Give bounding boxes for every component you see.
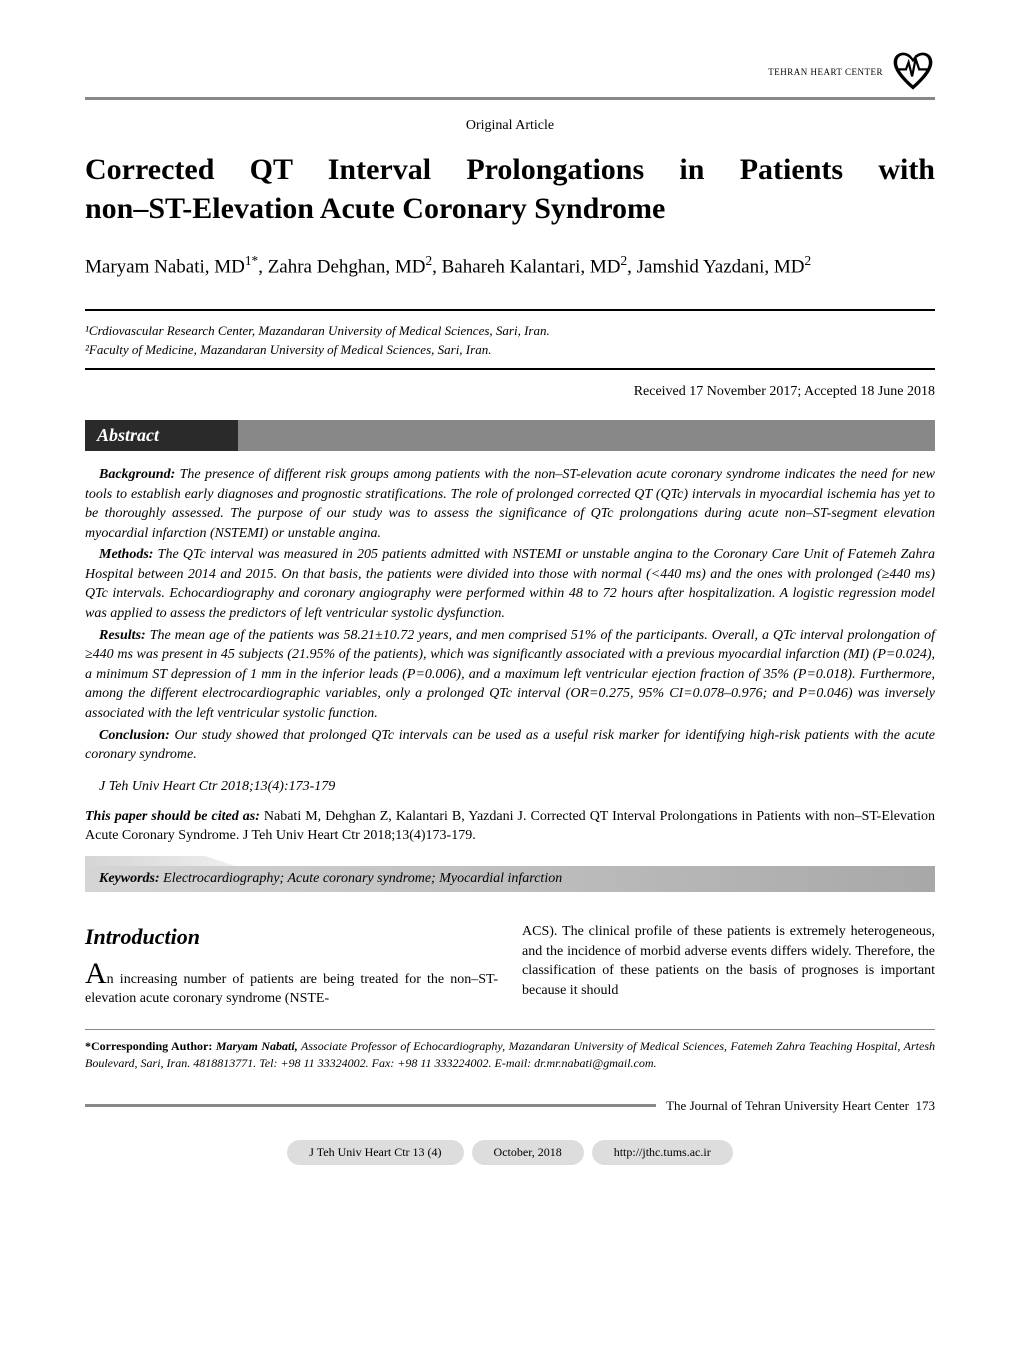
article-title: Corrected QT Interval Prolongations in P…: [85, 150, 935, 228]
cite-as: This paper should be cited as: Nabati M,…: [85, 807, 935, 846]
title-line-1: Corrected QT Interval Prolongations in P…: [85, 150, 935, 189]
heart-logo-icon: [891, 50, 935, 94]
affiliations: ¹Crdiovascular Research Center, Mazandar…: [85, 321, 935, 360]
affiliation-rule-top: [85, 309, 935, 311]
intro-col1-text: n increasing number of patients are bein…: [85, 972, 498, 1007]
authors: Maryam Nabati, MD1*, Zahra Dehghan, MD2,…: [85, 252, 935, 281]
article-type: Original Article: [85, 118, 935, 134]
footer-pill-issue: J Teh Univ Heart Ctr 13 (4): [287, 1140, 463, 1165]
column-right: ACS). The clinical profile of these pati…: [522, 922, 935, 1009]
affiliation-rule-bottom: [85, 368, 935, 370]
header: TEHRAN HEART CENTER: [85, 50, 935, 94]
received-accepted-dates: Received 17 November 2017; Accepted 18 J…: [85, 384, 935, 400]
column-left: Introduction An increasing number of pat…: [85, 922, 498, 1009]
journal-header-label: TEHRAN HEART CENTER: [768, 67, 883, 77]
body-columns: Introduction An increasing number of pat…: [85, 922, 935, 1009]
affiliation-2: ²Faculty of Medicine, Mazandaran Univers…: [85, 340, 935, 360]
abstract-body: Background: The presence of different ri…: [85, 465, 935, 765]
cite-as-label: This paper should be cited as:: [85, 809, 260, 824]
conclusion-label: Conclusion:: [99, 728, 170, 743]
background-label: Background:: [99, 467, 175, 482]
intro-col2-text: ACS). The clinical profile of these pati…: [522, 922, 935, 1000]
methods-label: Methods:: [99, 547, 153, 562]
header-rule: [85, 97, 935, 100]
footer-journal: The Journal of Tehran University Heart C…: [666, 1098, 935, 1114]
keywords-label: Keywords:: [99, 871, 160, 886]
conclusion-text: Our study showed that prolonged QTc inte…: [85, 728, 935, 763]
footnote-name: Maryam Nabati,: [212, 1039, 297, 1053]
background-text: The presence of different risk groups am…: [85, 467, 935, 541]
footnote-rule: [85, 1029, 935, 1030]
footer-journal-name: The Journal of Tehran University Heart C…: [666, 1098, 909, 1113]
results-text: The mean age of the patients was 58.21±1…: [85, 628, 935, 721]
footer-pill-url: http://jthc.tums.ac.ir: [592, 1140, 733, 1165]
abstract-methods: Methods: The QTc interval was measured i…: [85, 545, 935, 623]
introduction-heading: Introduction: [85, 922, 498, 953]
dropcap: A: [85, 957, 107, 990]
citation-line: J Teh Univ Heart Ctr 2018;13(4):173-179: [85, 779, 935, 795]
footer-rule: [85, 1104, 656, 1107]
footer-page-number: 173: [916, 1098, 936, 1113]
footer-row: The Journal of Tehran University Heart C…: [85, 1098, 935, 1114]
abstract-conclusion: Conclusion: Our study showed that prolon…: [85, 726, 935, 765]
abstract-results: Results: The mean age of the patients wa…: [85, 626, 935, 724]
footnote-label: *Corresponding Author:: [85, 1039, 212, 1053]
affiliation-1: ¹Crdiovascular Research Center, Mazandar…: [85, 321, 935, 341]
abstract-background: Background: The presence of different ri…: [85, 465, 935, 543]
methods-text: The QTc interval was measured in 205 pat…: [85, 547, 935, 621]
footer-pill-date: October, 2018: [472, 1140, 584, 1165]
corresponding-author-footnote: *Corresponding Author: Maryam Nabati, As…: [85, 1038, 935, 1072]
results-label: Results:: [99, 628, 146, 643]
abstract-header-bar: Abstract: [85, 420, 935, 451]
keywords-bar: Keywords: Electrocardiography; Acute cor…: [85, 866, 935, 892]
title-line-2: non–ST-Elevation Acute Coronary Syndrome: [85, 189, 935, 228]
footer-pills: J Teh Univ Heart Ctr 13 (4) October, 201…: [85, 1140, 935, 1165]
abstract-label: Abstract: [85, 423, 175, 448]
intro-paragraph-1: An increasing number of patients are bei…: [85, 959, 498, 1009]
keywords-text: Electrocardiography; Acute coronary synd…: [160, 871, 563, 886]
